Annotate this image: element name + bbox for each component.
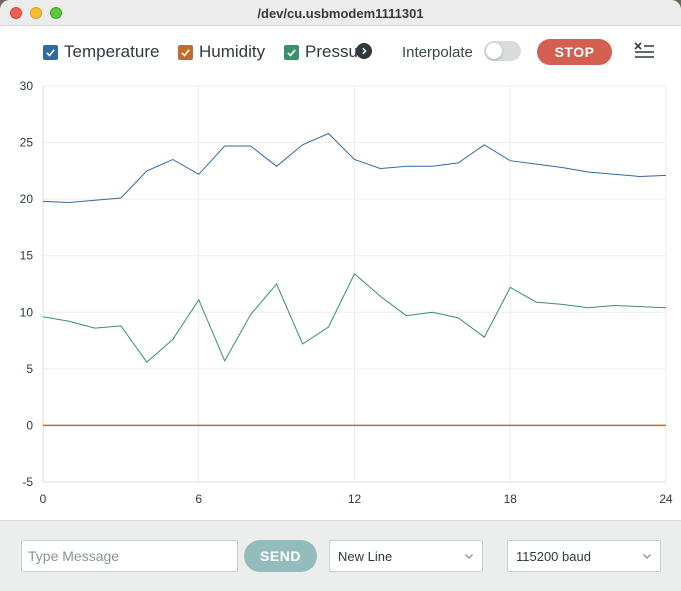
line-ending-value: New Line	[338, 548, 393, 564]
x-tick-label: 0	[40, 492, 47, 506]
y-tick-label: 30	[20, 79, 34, 93]
x-tick-label: 6	[195, 492, 202, 506]
interpolate-label: Interpolate	[402, 44, 473, 61]
checkbox-checked-icon[interactable]	[178, 44, 193, 60]
x-tick-label: 12	[348, 492, 362, 506]
checkbox-checked-icon[interactable]	[43, 44, 58, 60]
window-title: /dev/cu.usbmodem1111301	[257, 6, 424, 21]
legend-item-pressure[interactable]: Pressure	[284, 42, 359, 62]
y-tick-label: -5	[22, 475, 33, 489]
maximize-window-button[interactable]	[50, 7, 62, 19]
chevron-down-icon	[643, 554, 651, 559]
minimize-window-button[interactable]	[30, 7, 42, 19]
plot-area: -5 0 5 10 15 20 25 30 0 6 12 18 24	[20, 79, 673, 506]
baud-rate-value: 115200 baud	[516, 548, 591, 564]
baud-rate-select[interactable]: 115200 baud	[507, 540, 661, 572]
checkbox-checked-icon[interactable]	[284, 44, 299, 60]
legend-label-pressure: Pressure	[305, 42, 359, 61]
x-tick-label: 24	[659, 492, 673, 506]
title-bar: /dev/cu.usbmodem1111301	[0, 0, 681, 26]
series-line-temperature	[42, 132, 667, 204]
y-tick-label: 0	[26, 418, 33, 432]
line-ending-select[interactable]: New Line	[329, 540, 483, 572]
legend-item-temperature[interactable]: Temperature	[43, 42, 159, 62]
y-tick-label: 10	[20, 305, 34, 319]
legend-item-humidity[interactable]: Humidity	[178, 42, 265, 62]
close-window-button[interactable]	[10, 7, 22, 19]
y-tick-label: 15	[20, 249, 34, 263]
y-tick-label: 5	[26, 362, 33, 376]
plotter-toolbar: Temperature Humidity Pressure Interpolat…	[0, 26, 681, 78]
legend-scroll-right-icon[interactable]	[356, 43, 372, 59]
toggle-knob	[486, 43, 502, 59]
clear-plot-icon[interactable]	[633, 41, 655, 61]
legend-label-temperature: Temperature	[64, 42, 160, 61]
message-input[interactable]	[21, 540, 238, 572]
legend-label-humidity: Humidity	[199, 42, 266, 61]
y-tick-label: 25	[20, 136, 34, 150]
stop-button[interactable]: STOP	[537, 39, 612, 65]
interpolate-toggle[interactable]	[484, 41, 521, 61]
send-bar: SEND New Line 115200 baud	[0, 520, 681, 591]
y-tick-label: 20	[20, 192, 34, 206]
chevron-down-icon	[465, 554, 473, 559]
series-line-pressure	[42, 272, 667, 363]
send-button[interactable]: SEND	[244, 540, 317, 572]
x-tick-label: 18	[504, 492, 518, 506]
